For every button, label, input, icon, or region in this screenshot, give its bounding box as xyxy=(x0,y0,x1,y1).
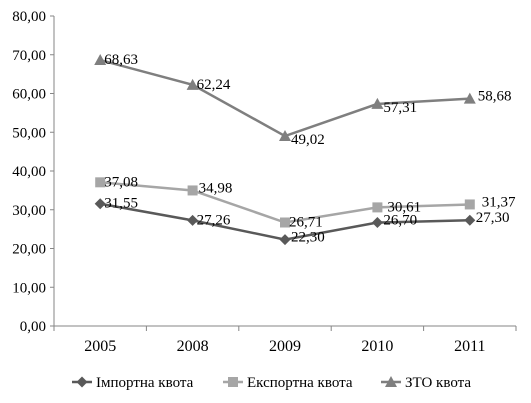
legend-label: Експортна квота xyxy=(247,375,353,391)
data-label: 31,37 xyxy=(482,194,516,210)
data-point xyxy=(279,130,291,142)
data-point xyxy=(280,217,290,228)
data-point xyxy=(372,202,383,213)
data-label: 22,30 xyxy=(291,230,325,246)
data-point xyxy=(464,199,475,210)
legend-label: ЗТО квота xyxy=(405,375,471,391)
data-label: 30,61 xyxy=(387,199,421,215)
series-diamond xyxy=(94,198,476,246)
data-point xyxy=(95,177,106,188)
series-line xyxy=(99,58,470,138)
legend-marker-icon xyxy=(76,376,88,388)
data-label: 37,08 xyxy=(104,174,138,190)
data-point xyxy=(464,214,476,226)
data-label: 34,98 xyxy=(199,180,233,196)
x-tick-label: 2008 xyxy=(177,338,209,355)
series-triangle xyxy=(94,54,476,142)
y-tick-label: 30,00 xyxy=(12,203,46,219)
data-label: 26,70 xyxy=(383,213,417,229)
data-point xyxy=(94,54,107,66)
legend-item: Експортна квота xyxy=(223,375,353,391)
x-axis: 2005 2008 2009 2010 2011 xyxy=(53,325,517,355)
y-tick-label: 80,00 xyxy=(12,9,46,25)
y-tick-label: 10,00 xyxy=(12,280,46,296)
data-label: 58,68 xyxy=(478,89,512,105)
legend-marker-icon xyxy=(228,377,238,387)
y-axis: 0,00 10,00 20,00 30,00 40,00 50,00 60,00 70,00 8… xyxy=(12,9,55,335)
series-square xyxy=(95,177,475,228)
y-tick-label: 50,00 xyxy=(12,125,46,141)
data-labels: 31,55 27,26 22,30 26,70 27,30 37,08 34,98 26,71… xyxy=(104,52,516,246)
data-label: 31,55 xyxy=(104,196,138,212)
data-label: 68,63 xyxy=(104,52,138,68)
data-point xyxy=(371,97,384,109)
y-tick-label: 40,00 xyxy=(12,164,46,180)
data-label: 27,30 xyxy=(476,210,510,226)
data-point xyxy=(94,198,106,210)
x-tick-label: 2009 xyxy=(269,338,301,355)
x-tick-label: 2005 xyxy=(84,338,116,355)
y-tick-label: 20,00 xyxy=(12,242,46,258)
legend-item: ЗТО квота xyxy=(381,375,471,391)
data-point xyxy=(371,217,383,229)
y-tick-label: 70,00 xyxy=(12,48,46,64)
legend-label: Імпортна квота xyxy=(96,375,194,391)
data-label: 49,02 xyxy=(291,132,325,148)
x-tick-label: 2011 xyxy=(454,338,485,355)
data-point xyxy=(463,92,476,104)
y-tick-label: 0,00 xyxy=(20,319,46,335)
legend-marker-icon xyxy=(385,376,397,387)
data-point xyxy=(279,234,291,246)
data-point xyxy=(187,214,199,226)
data-label: 26,71 xyxy=(289,214,323,230)
data-point xyxy=(186,78,199,90)
data-label: 62,24 xyxy=(197,77,231,93)
data-point xyxy=(187,185,198,196)
legend-item: Імпортна квота xyxy=(72,375,194,391)
x-tick-label: 2010 xyxy=(361,338,393,355)
legend: Імпортна квота Експортна квота ЗТО квота xyxy=(72,375,471,391)
data-label: 57,31 xyxy=(383,100,417,116)
data-label: 27,26 xyxy=(197,212,231,228)
y-tick-label: 60,00 xyxy=(12,87,46,103)
series-layer xyxy=(94,54,476,246)
